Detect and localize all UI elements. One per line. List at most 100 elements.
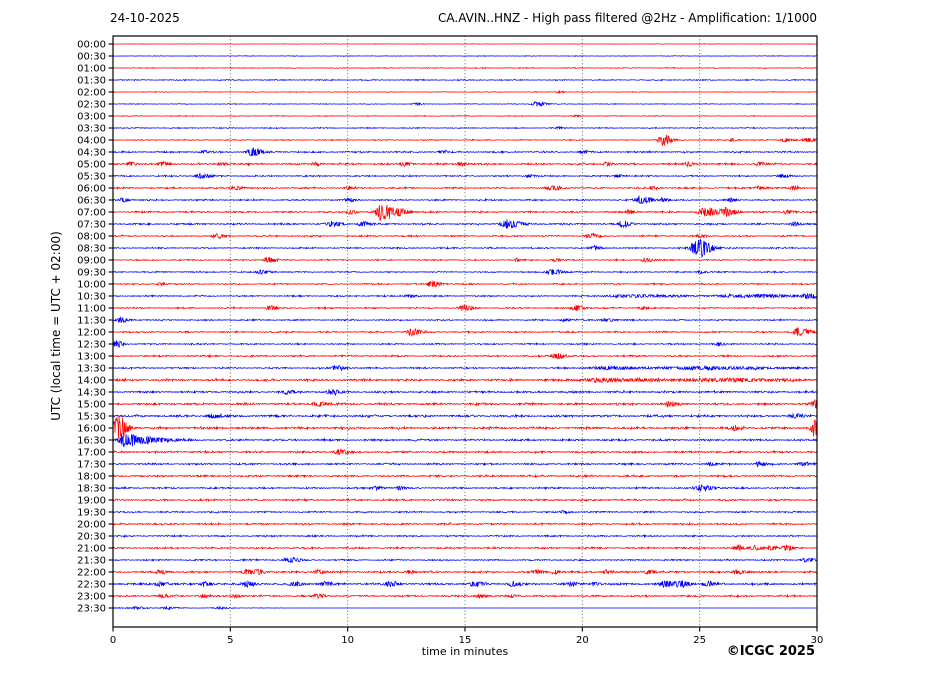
trace-22:30 — [113, 580, 817, 589]
trace-21:30 — [113, 556, 817, 564]
y-tick-label: 17:00 — [77, 448, 106, 459]
y-tick-label: 05:00 — [77, 160, 106, 171]
y-tick-label: 07:30 — [77, 220, 106, 231]
trace-22:00 — [113, 568, 817, 576]
x-tick-label: 20 — [576, 635, 589, 646]
y-tick-label: 10:30 — [77, 292, 106, 303]
trace-18:30 — [113, 483, 817, 493]
trace-16:00 — [113, 415, 817, 440]
trace-11:00 — [113, 303, 817, 312]
y-tick-label: 19:30 — [77, 508, 106, 519]
y-tick-label: 13:00 — [77, 352, 106, 363]
trace-13:00 — [113, 353, 817, 360]
trace-06:30 — [113, 195, 817, 205]
trace-23:30 — [113, 605, 817, 611]
y-tick-label: 05:30 — [77, 172, 106, 183]
y-tick-label: 22:00 — [77, 568, 106, 579]
copyright-label: ©ICGC 2025 — [726, 644, 815, 659]
y-tick-label: 00:00 — [77, 40, 106, 51]
trace-12:00 — [113, 327, 817, 338]
y-tick-label: 12:00 — [77, 328, 106, 339]
trace-14:00 — [113, 376, 817, 384]
x-tick-label: 10 — [341, 635, 354, 646]
trace-17:00 — [113, 448, 817, 456]
y-tick-label: 11:30 — [77, 316, 106, 327]
date-label: 24-10-2025 — [110, 11, 180, 25]
trace-05:00 — [113, 160, 817, 168]
y-tick-label: 16:00 — [77, 424, 106, 435]
y-tick-label: 15:00 — [77, 400, 106, 411]
y-tick-label: 07:00 — [77, 208, 106, 219]
y-tick-label: 22:30 — [77, 580, 106, 591]
trace-10:30 — [113, 292, 817, 300]
y-tick-label: 08:00 — [77, 232, 106, 243]
y-tick-label: 06:30 — [77, 196, 106, 207]
y-tick-label: 12:30 — [77, 340, 106, 351]
y-tick-label: 15:30 — [77, 412, 106, 423]
trace-05:30 — [113, 172, 817, 180]
y-tick-label: 01:00 — [77, 64, 106, 75]
y-tick-label: 08:30 — [77, 244, 106, 255]
y-tick-label: 14:30 — [77, 388, 106, 399]
trace-00:30 — [113, 55, 817, 57]
trace-02:00 — [113, 89, 817, 94]
trace-07:00 — [113, 204, 817, 221]
y-tick-label: 23:30 — [77, 604, 106, 615]
trace-07:30 — [113, 219, 817, 229]
trace-group — [113, 43, 817, 611]
trace-09:00 — [113, 256, 817, 264]
y-tick-label: 21:30 — [77, 556, 106, 567]
x-axis-title: time in minutes — [421, 645, 509, 658]
y-tick-label: 06:00 — [77, 184, 106, 195]
trace-01:00 — [113, 66, 817, 70]
chart-title: CA.AVIN..HNZ - High pass filtered @2Hz -… — [438, 11, 817, 25]
y-tick-label: 03:00 — [77, 112, 106, 123]
trace-11:30 — [113, 316, 817, 324]
trace-23:00 — [113, 593, 817, 600]
y-tick-label: 16:30 — [77, 436, 106, 447]
y-tick-label: 09:30 — [77, 268, 106, 279]
x-tick-label: 25 — [693, 635, 706, 646]
trace-13:30 — [113, 364, 817, 372]
trace-01:30 — [113, 78, 817, 82]
y-tick-label: 18:00 — [77, 472, 106, 483]
x-tick-label: 15 — [459, 635, 472, 646]
trace-18:00 — [113, 473, 817, 479]
x-tick-label: 0 — [110, 635, 116, 646]
y-tick-label: 00:30 — [77, 52, 106, 63]
y-tick-label: 01:30 — [77, 76, 106, 87]
y-tick-label: 02:00 — [77, 88, 106, 99]
trace-00:00 — [113, 43, 817, 45]
trace-03:00 — [113, 113, 817, 118]
trace-15:00 — [113, 399, 817, 409]
y-tick-label: 18:30 — [77, 484, 106, 495]
trace-20:00 — [113, 521, 817, 527]
trace-08:30 — [113, 238, 817, 259]
trace-03:30 — [113, 125, 817, 130]
trace-21:00 — [113, 544, 817, 552]
y-tick-label: 14:00 — [77, 376, 106, 387]
y-tick-label: 04:00 — [77, 136, 106, 147]
trace-19:30 — [113, 509, 817, 515]
y-tick-label: 19:00 — [77, 496, 106, 507]
trace-09:30 — [113, 268, 817, 276]
trace-20:30 — [113, 533, 817, 539]
trace-04:30 — [113, 147, 817, 157]
y-tick-label: 17:30 — [77, 460, 106, 471]
trace-19:00 — [113, 497, 817, 503]
y-tick-label: 03:30 — [77, 124, 106, 135]
y-tick-label: 10:00 — [77, 280, 106, 291]
y-tick-label: 09:00 — [77, 256, 106, 267]
x-tick-label: 30 — [811, 635, 824, 646]
trace-08:00 — [113, 232, 817, 240]
y-tick-label: 21:00 — [77, 544, 106, 555]
y-tick-label: 20:00 — [77, 520, 106, 531]
trace-15:30 — [113, 412, 817, 419]
trace-12:30 — [113, 340, 817, 349]
y-tick-label: 11:00 — [77, 304, 106, 315]
trace-17:30 — [113, 460, 817, 468]
y-tick-label: 02:30 — [77, 100, 106, 111]
y-tick-label: 20:30 — [77, 532, 106, 543]
